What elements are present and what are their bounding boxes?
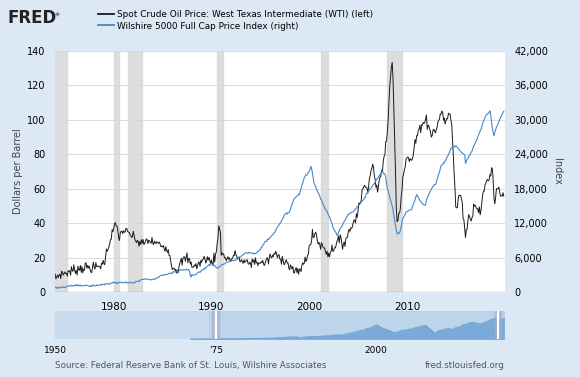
Bar — [386, 51, 402, 292]
Bar — [209, 311, 505, 339]
Bar — [128, 51, 142, 292]
Bar — [114, 51, 119, 292]
Text: fred.stlouisfed.org: fred.stlouisfed.org — [425, 361, 505, 370]
Text: ✦: ✦ — [53, 9, 60, 18]
Bar — [321, 51, 328, 292]
Legend: Spot Crude Oil Price: West Texas Intermediate (WTI) (left), Wilshire 5000 Full C: Spot Crude Oil Price: West Texas Interme… — [95, 6, 377, 34]
Text: FRED: FRED — [8, 9, 57, 28]
Y-axis label: Index: Index — [552, 158, 562, 185]
Bar — [212, 311, 219, 339]
Text: Source: Federal Reserve Bank of St. Louis, Wilshire Associates: Source: Federal Reserve Bank of St. Loui… — [55, 361, 327, 370]
Bar — [218, 51, 223, 292]
Bar — [53, 51, 67, 292]
Bar — [495, 311, 501, 339]
Y-axis label: Dollars per Barrel: Dollars per Barrel — [13, 129, 23, 215]
